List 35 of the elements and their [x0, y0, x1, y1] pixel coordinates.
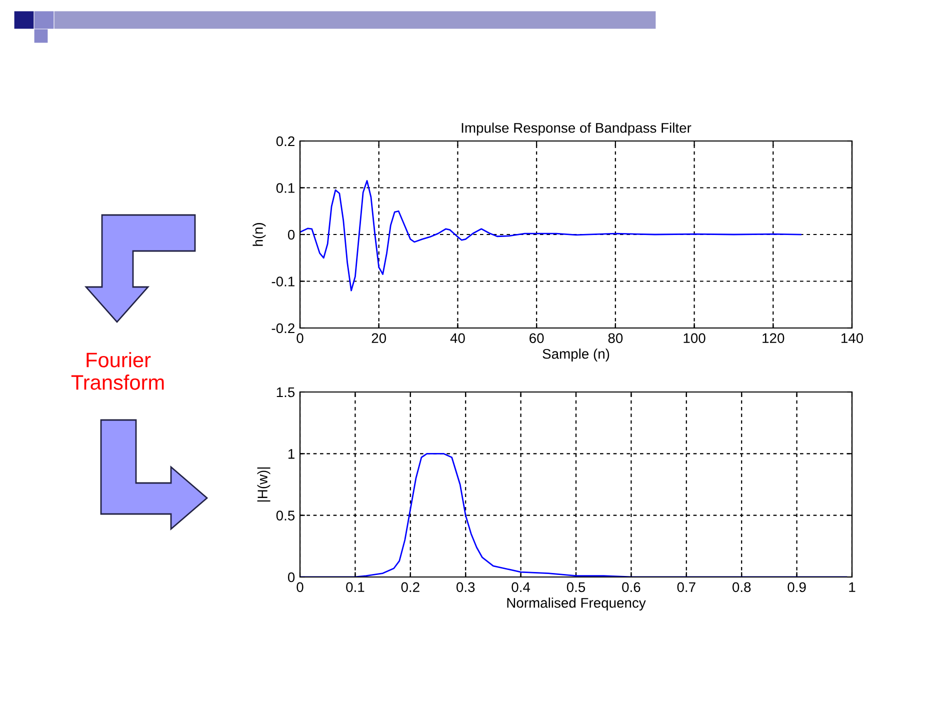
x-tick-label: 20 — [372, 333, 386, 344]
x-tick-label: 140 — [841, 333, 864, 344]
y-axis-title: |H(w)| — [257, 467, 270, 502]
x-tick-label: 40 — [450, 333, 465, 344]
y-tick-label: -0.1 — [272, 276, 294, 286]
x-tick-label: 60 — [530, 333, 544, 344]
x-tick-label: 0.7 — [677, 582, 696, 592]
y-tick-label: -0.2 — [272, 323, 294, 334]
x-tick-label: 0.3 — [456, 582, 475, 592]
x-tick-label: 100 — [684, 333, 706, 344]
y-tick-label: 0.1 — [276, 183, 294, 193]
x-tick-label: 0.2 — [401, 582, 420, 592]
line-series — [300, 180, 802, 292]
y-tick-label: 1.5 — [276, 387, 295, 398]
x-axis-title: Sample (n) — [542, 348, 610, 362]
x-tick-label: 0.4 — [512, 582, 530, 592]
y-tick-label: 1 — [288, 449, 294, 459]
y-tick-label: 0 — [288, 572, 295, 582]
x-tick-label: 80 — [608, 333, 623, 344]
x-tick-label: 0.8 — [732, 582, 751, 592]
chart-title: Impulse Response of Bandpass Filter — [462, 122, 692, 136]
y-tick-label: 0 — [288, 230, 295, 240]
x-tick-label: 0.5 — [566, 582, 586, 592]
x-tick-label: 0 — [296, 333, 304, 344]
y-axis-title: h(n) — [252, 223, 266, 246]
x-tick-label: 120 — [762, 333, 784, 344]
x-axis-title: Normalised Frequency — [507, 598, 646, 611]
x-tick-label: 0.9 — [788, 582, 806, 592]
y-tick-label: 0.2 — [276, 136, 294, 146]
x-tick-label: 0.1 — [346, 582, 364, 592]
text: Fourier Transform — [71, 352, 164, 390]
x-tick-label: 1 — [849, 582, 856, 592]
y-tick-label: 0.5 — [276, 510, 295, 521]
x-tick-label: 0.6 — [622, 582, 640, 592]
x-tick-label: 0 — [296, 582, 304, 592]
